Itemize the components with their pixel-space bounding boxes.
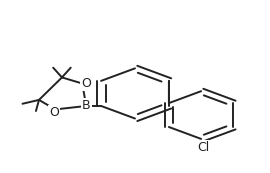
- Text: O: O: [81, 77, 91, 90]
- Text: Cl: Cl: [198, 141, 210, 154]
- Text: B: B: [82, 99, 90, 112]
- Text: O: O: [49, 106, 59, 119]
